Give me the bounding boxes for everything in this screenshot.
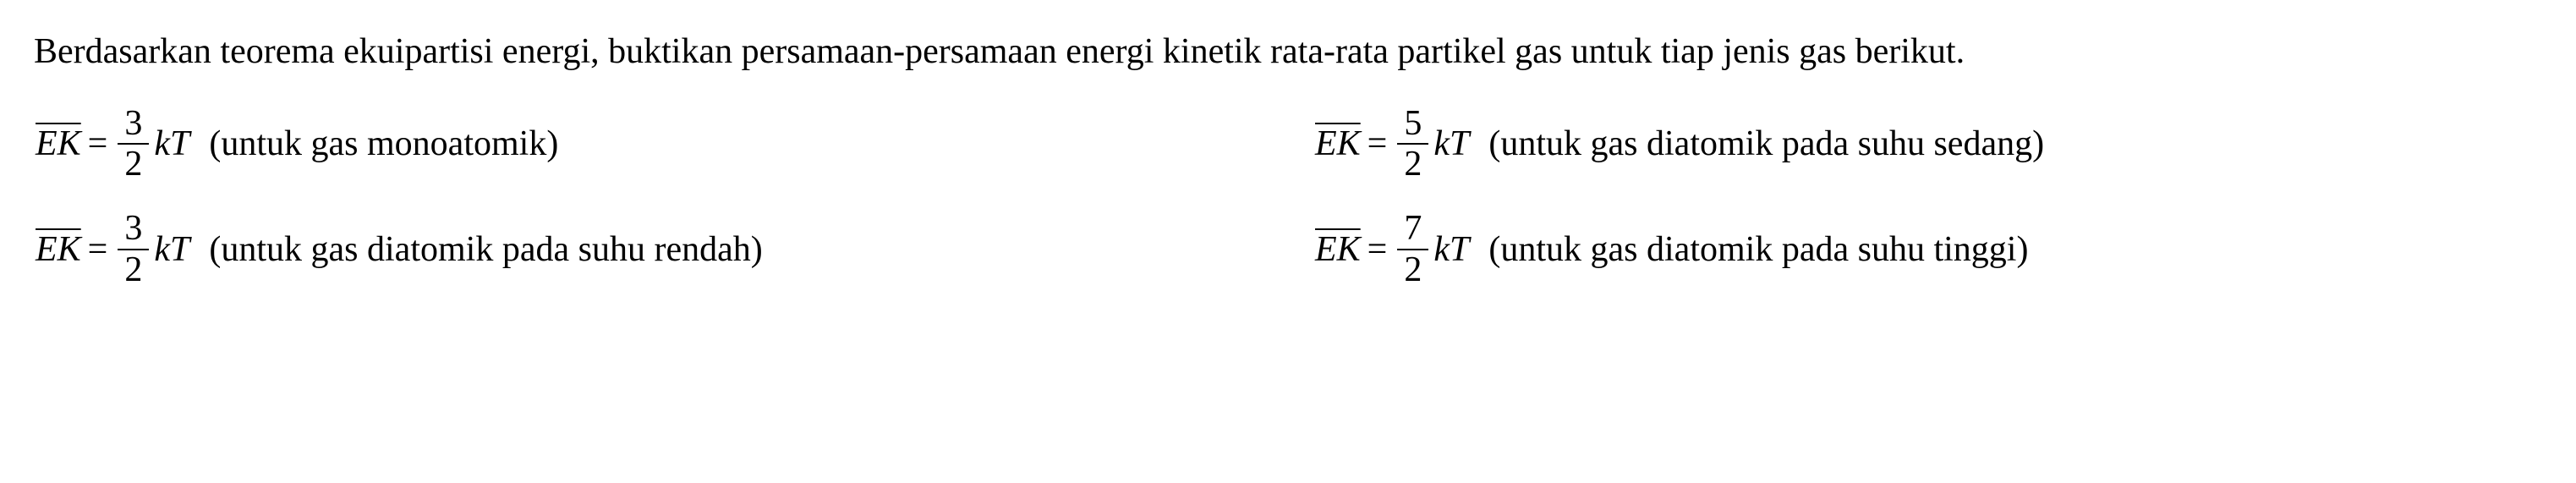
numerator: 7 [1397,209,1428,250]
constant-t: T [1450,229,1469,270]
equals-sign: = [88,229,108,270]
equals-sign: = [1367,229,1388,270]
description-diatomik-tinggi: (untuk gas diatomik pada suhu tinggi) [1488,229,2028,270]
constant-k: k [1433,229,1450,270]
equation-monoatomik: EK = 3 2 k T (untuk gas monoatomik) [34,104,1263,184]
equation-diatomik-rendah: EK = 3 2 k T (untuk gas diatomik pada su… [34,209,1263,288]
fraction-7-2: 7 2 [1397,209,1428,288]
equations-container: EK = 3 2 k T (untuk gas monoatomik) EK =… [34,104,2542,289]
fraction-5-2: 5 2 [1397,104,1428,184]
fraction-3-2: 3 2 [118,209,149,288]
constant-t: T [1450,123,1469,164]
description-diatomik-rendah: (untuk gas diatomik pada suhu rendah) [209,229,762,270]
denominator: 2 [118,250,149,289]
equals-sign: = [1367,123,1388,164]
ek-variable: EK [34,123,83,164]
numerator: 3 [118,209,149,250]
denominator: 2 [1397,145,1428,184]
equals-sign: = [88,123,108,164]
fraction-3-2: 3 2 [118,104,149,184]
ek-variable: EK [1313,123,1362,164]
denominator: 2 [118,145,149,184]
ek-variable: EK [34,229,83,270]
constant-k: k [154,123,170,164]
math-expression-4: EK = 7 2 k T [1313,209,1469,288]
constant-k: k [154,229,170,270]
equation-diatomik-sedang: EK = 5 2 k T (untuk gas diatomik pada su… [1313,104,2542,184]
numerator: 5 [1397,104,1428,145]
equation-diatomik-tinggi: EK = 7 2 k T (untuk gas diatomik pada su… [1313,209,2542,288]
denominator: 2 [1397,250,1428,289]
constant-t: T [170,229,189,270]
numerator: 3 [118,104,149,145]
math-expression-3: EK = 3 2 k T [34,209,189,288]
description-diatomik-sedang: (untuk gas diatomik pada suhu sedang) [1488,123,2044,164]
problem-statement: Berdasarkan teorema ekuipartisi energi, … [34,25,2542,79]
constant-k: k [1433,123,1450,164]
math-expression-1: EK = 3 2 k T [34,104,189,184]
math-expression-2: EK = 5 2 k T [1313,104,1469,184]
ek-variable: EK [1313,229,1362,270]
description-monoatomik: (untuk gas monoatomik) [209,123,558,164]
constant-t: T [170,123,189,164]
